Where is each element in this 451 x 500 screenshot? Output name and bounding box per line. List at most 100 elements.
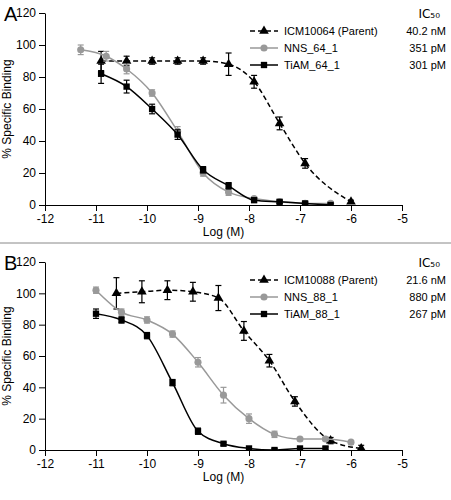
data-point xyxy=(302,200,309,205)
legend: IC₅₀ICM10088 (Parent)21.6 nMNNS_88_1880 … xyxy=(250,256,446,320)
data-point xyxy=(173,55,183,63)
legend-ic50: 267 pM xyxy=(409,308,446,320)
fit-line xyxy=(96,314,326,450)
data-point xyxy=(276,199,282,205)
x-tick-label: -10 xyxy=(139,212,157,226)
data-point xyxy=(174,131,180,137)
data-point xyxy=(169,330,176,337)
x-tick-mark xyxy=(300,205,301,211)
error-bar xyxy=(149,90,155,96)
x-tick: -7 xyxy=(295,205,306,226)
x-axis-title: Log (M) xyxy=(203,470,244,484)
figure: -12-11-10-9-8-7-6-5020406080100120Log (M… xyxy=(0,0,451,500)
data-point xyxy=(249,76,259,84)
y-tick-label: 20 xyxy=(23,412,37,426)
x-tick-label: -7 xyxy=(295,212,306,226)
data-point xyxy=(302,200,308,205)
y-tick: 80 xyxy=(23,318,45,332)
x-tick-mark xyxy=(249,205,250,211)
error-bar xyxy=(93,287,99,293)
data-point xyxy=(296,435,303,442)
y-tick-label: 120 xyxy=(16,255,36,269)
data-point xyxy=(188,286,198,294)
y-tick-label: 20 xyxy=(23,166,37,180)
error-bar-cap xyxy=(190,282,196,283)
error-bar xyxy=(149,104,155,114)
error-bar-cap xyxy=(195,357,201,358)
y-tick-mark xyxy=(39,109,45,110)
error-bar-cap xyxy=(124,73,130,74)
error-bar-cap xyxy=(149,64,155,65)
y-tick: 80 xyxy=(23,70,45,84)
data-point xyxy=(118,309,125,316)
x-tick: -12 xyxy=(37,450,55,471)
error-bar-cap xyxy=(149,113,155,114)
x-tick: -5 xyxy=(397,205,408,226)
series xyxy=(98,64,334,205)
x-tick-label: -6 xyxy=(346,457,357,471)
legend-ic50: 351 pM xyxy=(409,42,446,54)
error-bar-cap xyxy=(302,168,308,169)
y-tick-mark xyxy=(39,387,45,388)
data-point xyxy=(112,288,122,296)
x-tick-label: -11 xyxy=(88,457,105,471)
y-tick: 120 xyxy=(16,6,45,20)
x-tick-mark xyxy=(402,450,403,456)
y-tick-label: 0 xyxy=(29,198,36,212)
legend-item: NNS_64_1351 pM xyxy=(250,42,446,54)
error-bar-cap xyxy=(292,406,298,407)
error-bar-cap xyxy=(221,402,227,403)
data-point xyxy=(169,379,175,385)
legend-marker xyxy=(259,274,269,282)
data-point xyxy=(194,359,201,366)
legend-item: TiAM_88_1 267 pM xyxy=(250,308,446,320)
error-bar-cap xyxy=(195,366,201,367)
data-point xyxy=(225,183,231,189)
error-bar-cap xyxy=(93,318,99,319)
legend-item: NNS_88_1880 pM xyxy=(250,291,446,303)
y-tick: 120 xyxy=(16,255,45,269)
data-point xyxy=(220,441,226,447)
data-point xyxy=(123,83,129,89)
y-tick: 40 xyxy=(23,134,45,148)
x-tick-mark xyxy=(351,450,352,456)
data-point xyxy=(147,55,157,63)
legend-label: TiAM_88_1 xyxy=(284,308,340,320)
data-point xyxy=(327,202,333,205)
y-tick-mark xyxy=(39,419,45,420)
error-bar xyxy=(246,414,252,423)
error-bar-cap xyxy=(149,104,155,105)
x-tick-label: -10 xyxy=(139,457,157,471)
y-tick-mark xyxy=(39,450,45,451)
fit-line xyxy=(101,61,351,202)
series xyxy=(93,309,329,450)
y-tick-label: 120 xyxy=(16,6,36,20)
legend-marker xyxy=(259,25,269,33)
x-tick-label: -8 xyxy=(244,212,255,226)
x-tick-label: -11 xyxy=(88,212,105,226)
legend-label: ICM10064 (Parent) xyxy=(284,25,378,37)
x-tick-label: -12 xyxy=(37,212,55,226)
error-bar-cap xyxy=(124,80,130,81)
x-axis-line xyxy=(46,205,403,206)
data-point xyxy=(143,316,150,323)
legend-ic50: 40.2 nM xyxy=(406,25,446,37)
y-tick-mark xyxy=(39,77,45,78)
x-tick: -10 xyxy=(139,450,157,471)
error-bar-cap xyxy=(277,129,283,130)
error-bar-cap xyxy=(139,280,145,281)
y-tick-mark xyxy=(39,173,45,174)
y-axis-title: % Specific Binding xyxy=(0,59,14,158)
error-bar-cap xyxy=(78,54,84,55)
error-bar xyxy=(170,380,176,386)
x-tick: -9 xyxy=(193,450,204,471)
error-bar-cap xyxy=(175,126,181,127)
y-tick-mark xyxy=(39,205,45,206)
series xyxy=(92,287,354,446)
data-point xyxy=(275,118,285,126)
legend-label: NNS_88_1 xyxy=(284,291,338,303)
data-point xyxy=(271,431,278,438)
y-tick: 100 xyxy=(16,38,45,52)
x-tick: -12 xyxy=(37,205,55,226)
x-tick: -9 xyxy=(193,205,204,226)
